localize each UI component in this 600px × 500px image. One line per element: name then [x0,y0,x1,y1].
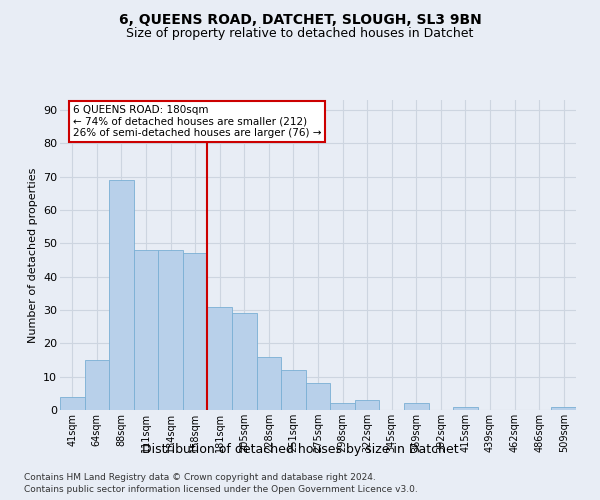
Bar [232,314,257,410]
Bar [109,180,134,410]
Text: 6, QUEENS ROAD, DATCHET, SLOUGH, SL3 9BN: 6, QUEENS ROAD, DATCHET, SLOUGH, SL3 9BN [119,12,481,26]
Text: Distribution of detached houses by size in Datchet: Distribution of detached houses by size … [142,442,458,456]
Bar [404,404,428,410]
Text: 6 QUEENS ROAD: 180sqm
← 74% of detached houses are smaller (212)
26% of semi-det: 6 QUEENS ROAD: 180sqm ← 74% of detached … [73,105,321,138]
Bar [330,404,355,410]
Bar [453,406,478,410]
Bar [183,254,208,410]
Bar [551,406,576,410]
Bar [134,250,158,410]
Bar [208,306,232,410]
Bar [158,250,183,410]
Text: Size of property relative to detached houses in Datchet: Size of property relative to detached ho… [127,28,473,40]
Text: Contains public sector information licensed under the Open Government Licence v3: Contains public sector information licen… [24,485,418,494]
Bar [85,360,109,410]
Text: Contains HM Land Registry data © Crown copyright and database right 2024.: Contains HM Land Registry data © Crown c… [24,472,376,482]
Bar [281,370,306,410]
Bar [257,356,281,410]
Bar [306,384,330,410]
Y-axis label: Number of detached properties: Number of detached properties [28,168,38,342]
Bar [60,396,85,410]
Bar [355,400,379,410]
